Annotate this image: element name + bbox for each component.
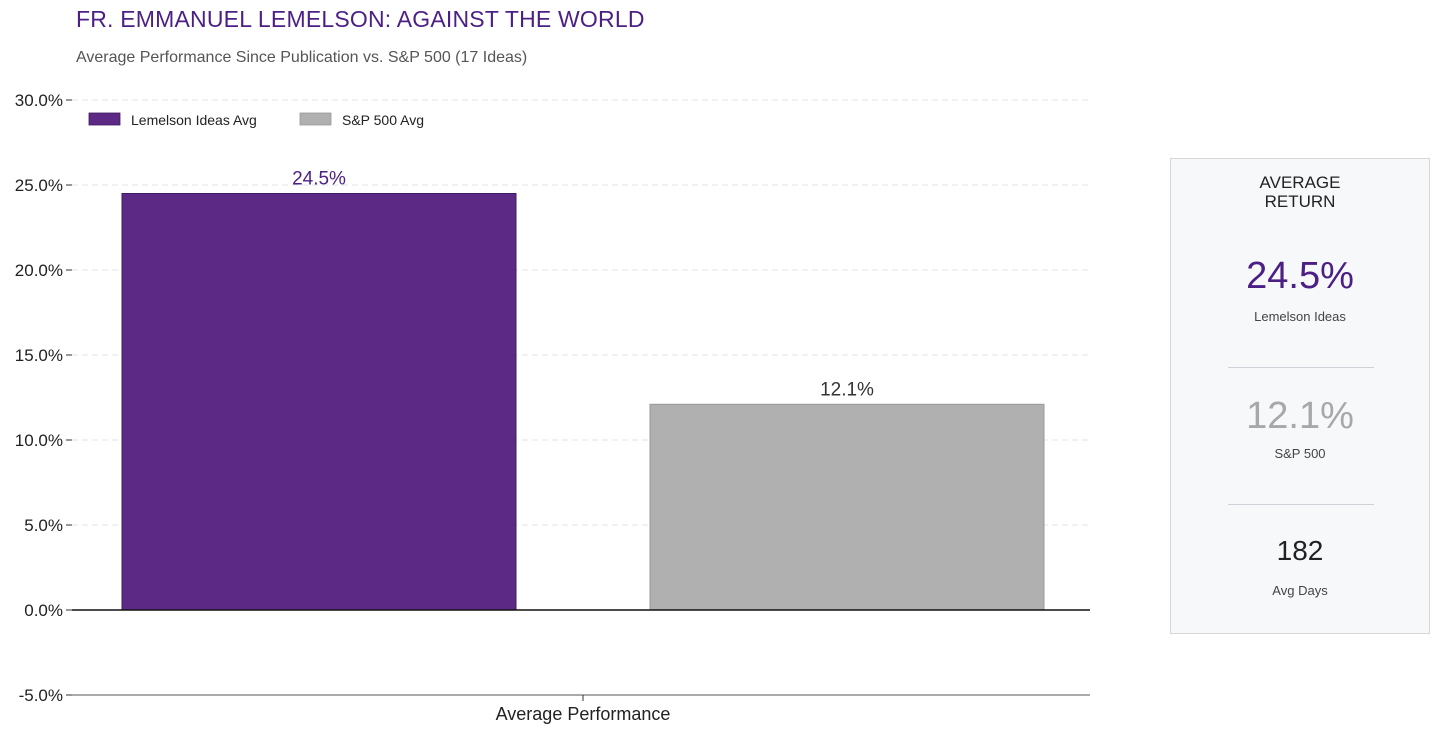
avg-days-value: 182	[1276, 535, 1324, 566]
panel-heading: AVERAGE RETURN	[1171, 173, 1429, 211]
chart-subtitle: Average Performance Since Publication vs…	[76, 49, 528, 66]
bar-value-label: 24.5%	[292, 169, 346, 190]
sp500-return-value: 12.1%	[1246, 395, 1354, 437]
y-tick-label: 30.0%	[15, 91, 63, 110]
chart-title: FR. EMMANUEL LEMELSON: AGAINST THE WORLD	[76, 6, 645, 32]
avg-days-label: Avg Days	[1272, 583, 1328, 598]
lemelson-return-label: Lemelson Ideas	[1254, 309, 1346, 324]
panel-heading-line1: AVERAGE	[1259, 173, 1341, 192]
legend-swatch	[299, 112, 332, 126]
bar-chart: -5.0% 0.0% 5.0% 10.0% 15.0% 20.0% 25.0% 30.0% 24…	[15, 91, 1090, 724]
legend-swatch	[88, 112, 121, 126]
panel-heading-line2: RETURN	[1264, 192, 1336, 211]
legend-label: Lemelson Ideas Avg	[131, 112, 257, 128]
bar-value-label: 12.1%	[820, 379, 874, 400]
legend-label: S&P 500 Avg	[342, 112, 424, 128]
y-tick-label: 10.0%	[15, 431, 63, 450]
lemelson-return-value: 24.5%	[1246, 255, 1354, 297]
sp500-return-label: S&P 500	[1274, 446, 1326, 461]
x-tick-label: Average Performance	[496, 704, 671, 724]
panel-divider	[1228, 367, 1374, 368]
y-tick-label: 15.0%	[15, 346, 63, 365]
panel-divider	[1228, 504, 1374, 505]
y-tick-label: 25.0%	[15, 176, 63, 195]
y-tick-label: 5.0%	[24, 516, 63, 535]
y-tick-label: 20.0%	[15, 261, 63, 280]
bar-lemelson	[121, 193, 517, 611]
average-return-panel: AVERAGE RETURN 24.5% Lemelson Ideas 12.1…	[1170, 158, 1430, 634]
y-tick-label: 0.0%	[24, 601, 63, 620]
bar-sp500	[649, 403, 1045, 611]
y-tick-label: -5.0%	[19, 686, 63, 705]
